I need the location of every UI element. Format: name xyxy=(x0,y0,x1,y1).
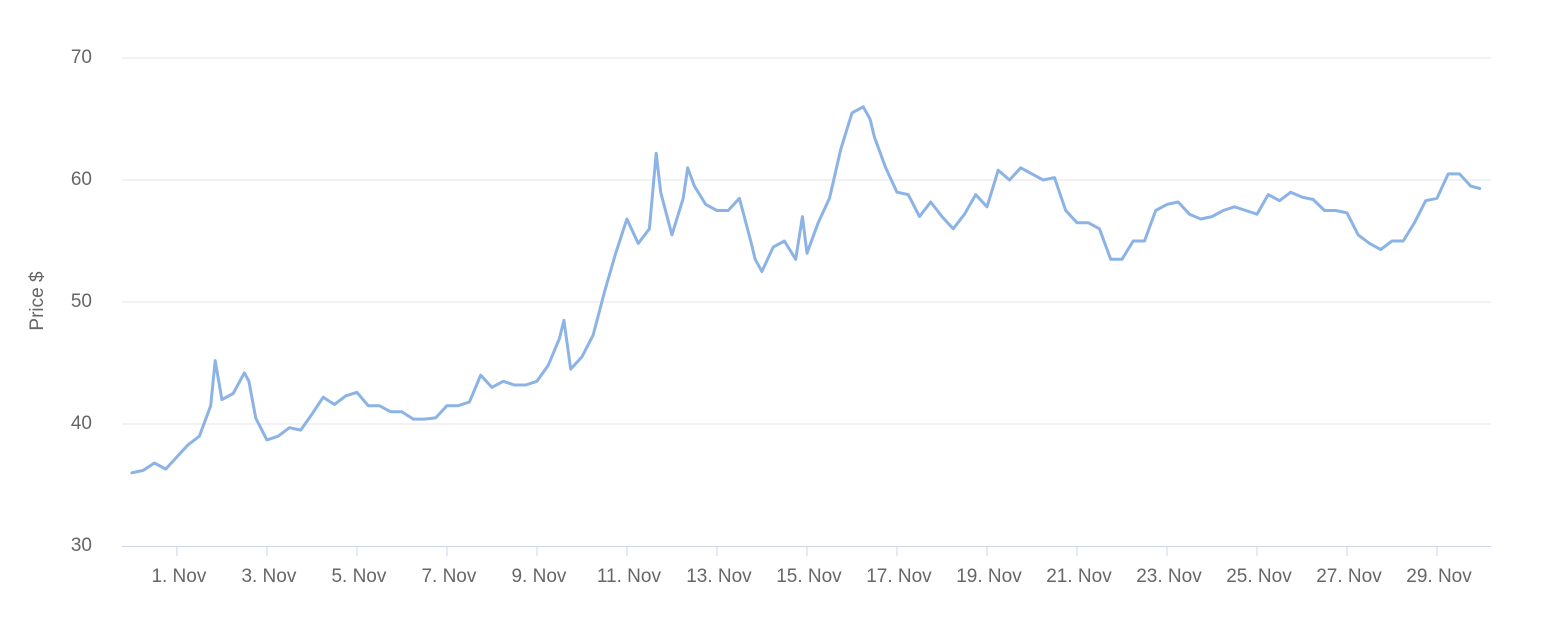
x-tick-label: 21. Nov xyxy=(1046,566,1112,587)
x-tick-label: 15. Nov xyxy=(776,566,842,587)
x-tick-label: 11. Nov xyxy=(597,566,662,587)
x-tick-label: 9. Nov xyxy=(511,566,566,587)
x-tick-label: 1. Nov xyxy=(151,566,206,587)
x-tick-label: 13. Nov xyxy=(686,566,752,587)
x-tick-label: 17. Nov xyxy=(866,566,932,587)
x-tick-label: 23. Nov xyxy=(1136,566,1202,587)
y-tick-label: 50 xyxy=(71,291,92,312)
x-tick-label: 5. Nov xyxy=(331,566,386,587)
x-tick-label: 29. Nov xyxy=(1406,566,1472,587)
y-tick-label: 70 xyxy=(71,47,92,68)
y-tick-label: 30 xyxy=(71,535,92,556)
y-axis-label: Price $ xyxy=(27,271,48,331)
x-tick-label: 27. Nov xyxy=(1316,566,1382,587)
x-tick-label: 3. Nov xyxy=(241,566,296,587)
x-tick-label: 7. Nov xyxy=(421,566,476,587)
y-tick-label: 40 xyxy=(71,413,92,434)
y-tick-label: 60 xyxy=(71,169,92,190)
price-line xyxy=(130,105,1482,475)
x-tick-label: 19. Nov xyxy=(956,566,1022,587)
x-tick-label: 25. Nov xyxy=(1226,566,1292,587)
